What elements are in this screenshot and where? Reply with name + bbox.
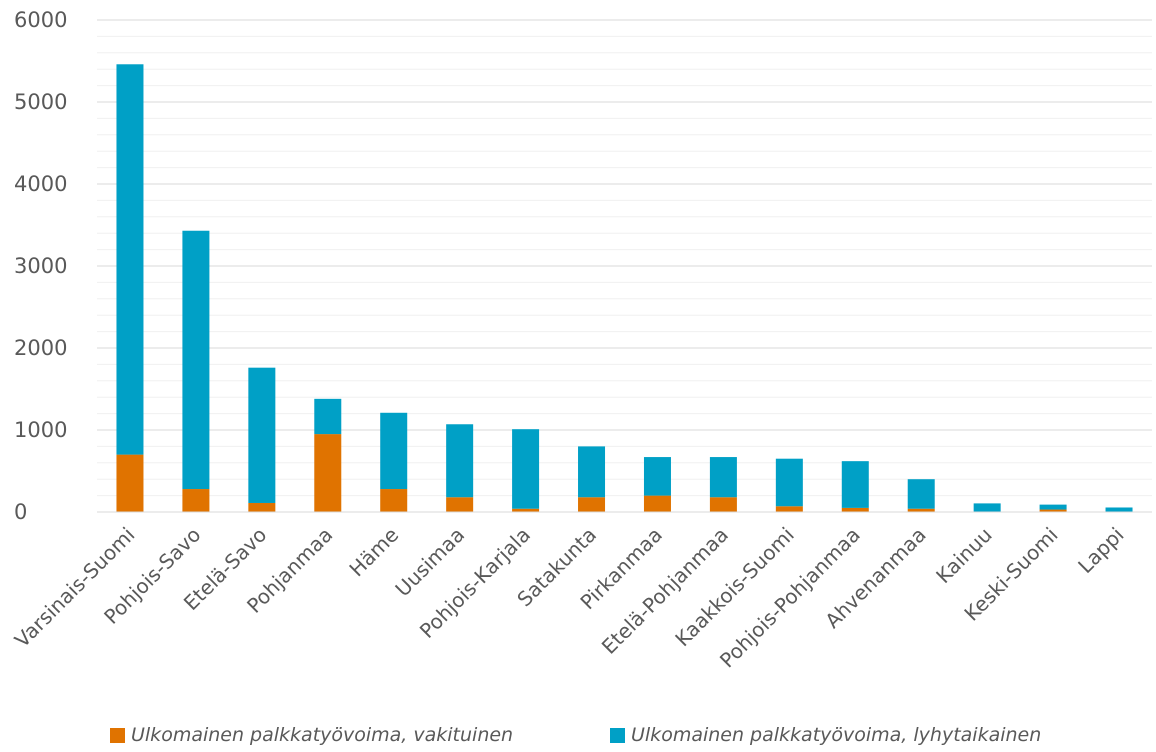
- bar-vakituinen-5: [446, 497, 474, 512]
- legend-swatch-lyhytaikainen: [610, 727, 625, 743]
- x-tick-label: Varsinais-Suomi: [10, 523, 140, 653]
- bar-vakituinen-12: [907, 508, 935, 512]
- bar-lyhytaikainen-14: [1039, 504, 1067, 510]
- y-tick-label: 2000: [14, 336, 67, 360]
- bar-lyhytaikainen-8: [643, 457, 671, 496]
- bars: [116, 64, 1133, 512]
- x-tick-label: Lappi: [1073, 523, 1128, 578]
- x-tick-label: Häme: [344, 523, 403, 582]
- x-tick-label: Kaakkois-Suomi: [670, 523, 799, 652]
- bar-lyhytaikainen-5: [446, 424, 474, 498]
- legend-label-vakituinen: Ulkomainen palkkatyövoima, vakituinen: [131, 724, 514, 746]
- legend: Ulkomainen palkkatyövoima, vakituinen Ul…: [0, 724, 1156, 752]
- legend-swatch-vakituinen: [110, 727, 125, 743]
- legend-label-lyhytaikainen: Ulkomainen palkkatyövoima, lyhytaikainen: [631, 724, 1042, 746]
- y-tick-label: 4000: [14, 172, 67, 196]
- bar-vakituinen-11: [841, 507, 869, 512]
- y-axis-tick-labels: 0 1000 2000 3000 4000 5000 6000: [14, 8, 67, 524]
- y-tick-label: 0: [14, 500, 27, 524]
- bar-vakituinen-6: [512, 508, 540, 512]
- bar-lyhytaikainen-7: [578, 446, 606, 498]
- bar-lyhytaikainen-15: [1105, 507, 1133, 512]
- y-tick-label: 5000: [14, 90, 67, 114]
- bar-vakituinen-0: [116, 454, 144, 512]
- bar-vakituinen-4: [380, 489, 408, 512]
- bar-vakituinen-9: [709, 497, 737, 512]
- bar-vakituinen-10: [775, 506, 803, 512]
- bar-lyhytaikainen-4: [380, 412, 408, 490]
- bar-lyhytaikainen-12: [907, 479, 935, 509]
- legend-item-vakituinen: Ulkomainen palkkatyövoima, vakituinen: [110, 724, 513, 746]
- bar-lyhytaikainen-11: [841, 461, 869, 508]
- bar-vakituinen-3: [314, 434, 342, 512]
- bar-lyhytaikainen-1: [182, 230, 210, 490]
- stacked-bar-chart: 0 1000 2000 3000 4000 5000 6000 Varsinais-Suom…: [10, 8, 1152, 673]
- x-axis-tick-labels: Varsinais-SuomiPohjois-SavoEtelä-SavoPoh…: [10, 523, 1129, 673]
- x-tick-label: Kainuu: [931, 523, 996, 588]
- bar-lyhytaikainen-3: [314, 398, 342, 435]
- y-tick-label: 3000: [14, 254, 67, 278]
- bar-vakituinen-14: [1039, 509, 1067, 512]
- bar-lyhytaikainen-9: [709, 457, 737, 498]
- bar-lyhytaikainen-10: [775, 458, 803, 507]
- bar-vakituinen-7: [578, 497, 606, 512]
- bar-lyhytaikainen-0: [116, 64, 144, 455]
- bar-vakituinen-1: [182, 489, 210, 512]
- bar-lyhytaikainen-13: [973, 503, 1001, 512]
- bar-vakituinen-2: [248, 502, 276, 512]
- bar-lyhytaikainen-2: [248, 367, 276, 503]
- bar-vakituinen-8: [643, 495, 671, 512]
- y-tick-label: 1000: [14, 418, 67, 442]
- bar-lyhytaikainen-6: [512, 429, 540, 509]
- y-tick-label: 6000: [14, 8, 67, 32]
- legend-item-lyhytaikainen: Ulkomainen palkkatyövoima, lyhytaikainen: [610, 724, 1041, 746]
